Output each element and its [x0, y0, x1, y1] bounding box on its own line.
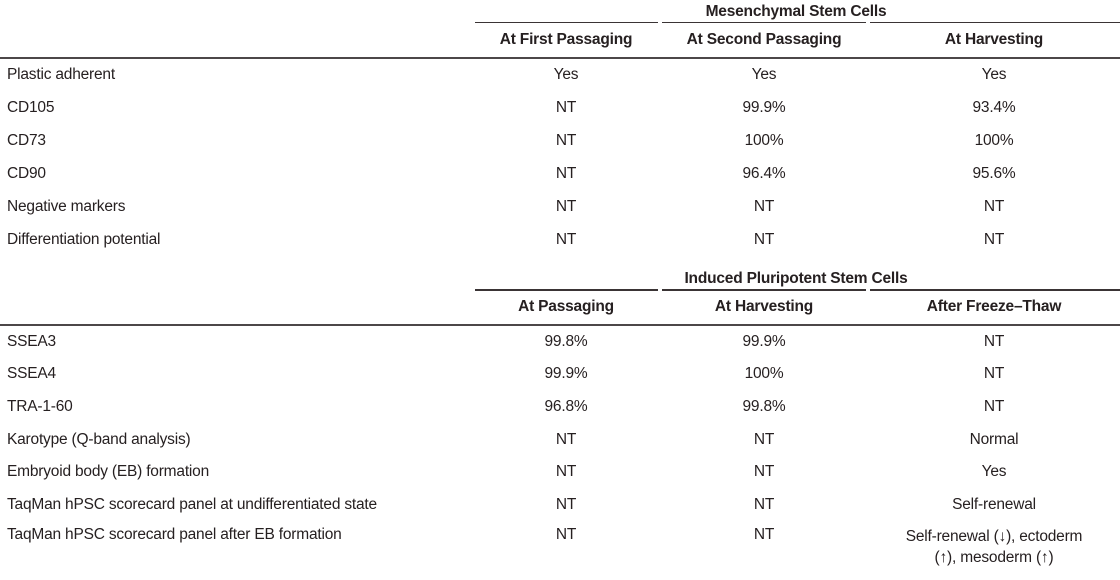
- table-row: TaqMan hPSC scorecard panel at undiffere…: [0, 488, 1120, 521]
- row-label: SSEA4: [7, 365, 56, 383]
- row-label: CD105: [7, 99, 55, 116]
- cell-value: NT: [555, 165, 577, 182]
- cell-value: NT: [753, 231, 775, 248]
- cell-value: 99.9%: [742, 99, 786, 116]
- table-row: Plastic adherent Yes Yes Yes: [0, 59, 1120, 92]
- column-header: After Freeze–Thaw: [926, 298, 1062, 315]
- cell-value: NT: [983, 332, 1005, 350]
- column-header: At Harvesting: [714, 298, 814, 315]
- mesenchymal-stem-cells-table: Mesenchymal Stem Cells At First Passagin…: [0, 0, 1120, 257]
- row-label: SSEA3: [7, 332, 56, 350]
- column-header-row: At First Passaging At Second Passaging A…: [0, 23, 1120, 59]
- cell-value: 99.9%: [742, 332, 786, 350]
- cell-value: NT: [753, 495, 775, 513]
- cell-value: NT: [983, 231, 1005, 248]
- column-header: At Passaging: [518, 298, 614, 315]
- cell-value: 95.6%: [972, 165, 1016, 182]
- cell-value: 96.4%: [742, 165, 786, 182]
- group-header-title: Mesenchymal Stem Cells: [705, 2, 887, 20]
- table-row: TaqMan hPSC scorecard panel after EB for…: [0, 521, 1120, 568]
- table-row: Negative markers NT NT NT: [0, 191, 1120, 224]
- header-rule-segment: [475, 289, 658, 291]
- row-label: TaqMan hPSC scorecard panel after EB for…: [7, 526, 342, 544]
- cell-value: Yes: [981, 463, 1007, 481]
- cell-value: NT: [555, 231, 577, 248]
- cell-value: NT: [983, 365, 1005, 383]
- table-row: Embryoid body (EB) formation NT NT Yes: [0, 456, 1120, 489]
- group-header-cell: Induced Pluripotent Stem Cells: [472, 268, 1120, 291]
- cell-value: NT: [555, 132, 577, 149]
- cell-value: NT: [983, 397, 1005, 415]
- row-label: CD90: [7, 165, 46, 182]
- cell-value-wrapped: Self-renewal (↓), ectoderm (↑), mesoderm…: [905, 528, 1083, 567]
- cell-value: 99.9%: [544, 365, 588, 383]
- group-header-row: Induced Pluripotent Stem Cells: [0, 268, 1120, 291]
- cell-value: Self-renewal: [952, 495, 1036, 513]
- cell-value: NT: [555, 495, 577, 513]
- cell-value: NT: [753, 526, 775, 544]
- cell-value: 99.8%: [544, 332, 588, 350]
- header-rule-segment: [662, 289, 866, 291]
- cell-value: 96.8%: [544, 397, 588, 415]
- column-header: At Harvesting: [944, 30, 1044, 48]
- cell-value: Yes: [553, 66, 579, 83]
- cell-value: NT: [753, 198, 775, 215]
- row-label: Plastic adherent: [7, 66, 115, 83]
- table-row: TRA-1-60 96.8% 99.8% NT: [0, 391, 1120, 424]
- induced-pluripotent-stem-cells-table: Induced Pluripotent Stem Cells At Passag…: [0, 268, 1120, 569]
- cell-value: NT: [555, 463, 577, 481]
- cell-value: Self-renewal (↓), ectoderm (↑), mesoderm…: [868, 521, 1120, 568]
- cell-value: NT: [753, 463, 775, 481]
- cell-value: NT: [555, 430, 577, 448]
- table-row: Differentiation potential NT NT NT: [0, 224, 1120, 257]
- table-row: Karotype (Q-band analysis) NT NT Normal: [0, 423, 1120, 456]
- row-label: TaqMan hPSC scorecard panel at undiffere…: [7, 495, 377, 513]
- row-label: TRA-1-60: [7, 397, 73, 415]
- header-rule-segment: [475, 21, 658, 23]
- table-row: CD73 NT 100% 100%: [0, 125, 1120, 158]
- column-header-row: At Passaging At Harvesting After Freeze–…: [0, 291, 1120, 326]
- cell-value: NT: [555, 99, 577, 116]
- cell-value: NT: [555, 198, 577, 215]
- cell-value: Normal: [969, 430, 1019, 448]
- table-row: SSEA3 99.8% 99.9% NT: [0, 326, 1120, 359]
- row-label: Differentiation potential: [7, 231, 161, 248]
- row-label: Karotype (Q-band analysis): [7, 430, 191, 448]
- header-rule-segment: [870, 289, 1120, 291]
- cell-value: 100%: [744, 365, 784, 383]
- column-header: At First Passaging: [499, 30, 633, 48]
- group-header-title: Induced Pluripotent Stem Cells: [684, 270, 908, 287]
- cell-value: 99.8%: [742, 397, 786, 415]
- header-rule-segment: [662, 21, 866, 23]
- cell-value: Yes: [751, 66, 777, 83]
- cell-value: 100%: [974, 132, 1014, 149]
- table-row: CD90 NT 96.4% 95.6%: [0, 158, 1120, 191]
- group-header-cell: Mesenchymal Stem Cells: [472, 0, 1120, 23]
- header-rule-segment: [870, 21, 1120, 23]
- table-row: SSEA4 99.9% 100% NT: [0, 358, 1120, 391]
- cell-value: 100%: [744, 132, 784, 149]
- cell-value: NT: [555, 526, 577, 544]
- cell-value: Yes: [981, 66, 1007, 83]
- row-label: Negative markers: [7, 198, 126, 215]
- column-header: At Second Passaging: [686, 30, 842, 48]
- group-header-row: Mesenchymal Stem Cells: [0, 0, 1120, 23]
- row-label: CD73: [7, 132, 46, 149]
- table-row: CD105 NT 99.9% 93.4%: [0, 92, 1120, 125]
- cell-value: NT: [753, 430, 775, 448]
- cell-value: 93.4%: [972, 99, 1016, 116]
- cell-value: NT: [983, 198, 1005, 215]
- row-label: Embryoid body (EB) formation: [7, 463, 210, 481]
